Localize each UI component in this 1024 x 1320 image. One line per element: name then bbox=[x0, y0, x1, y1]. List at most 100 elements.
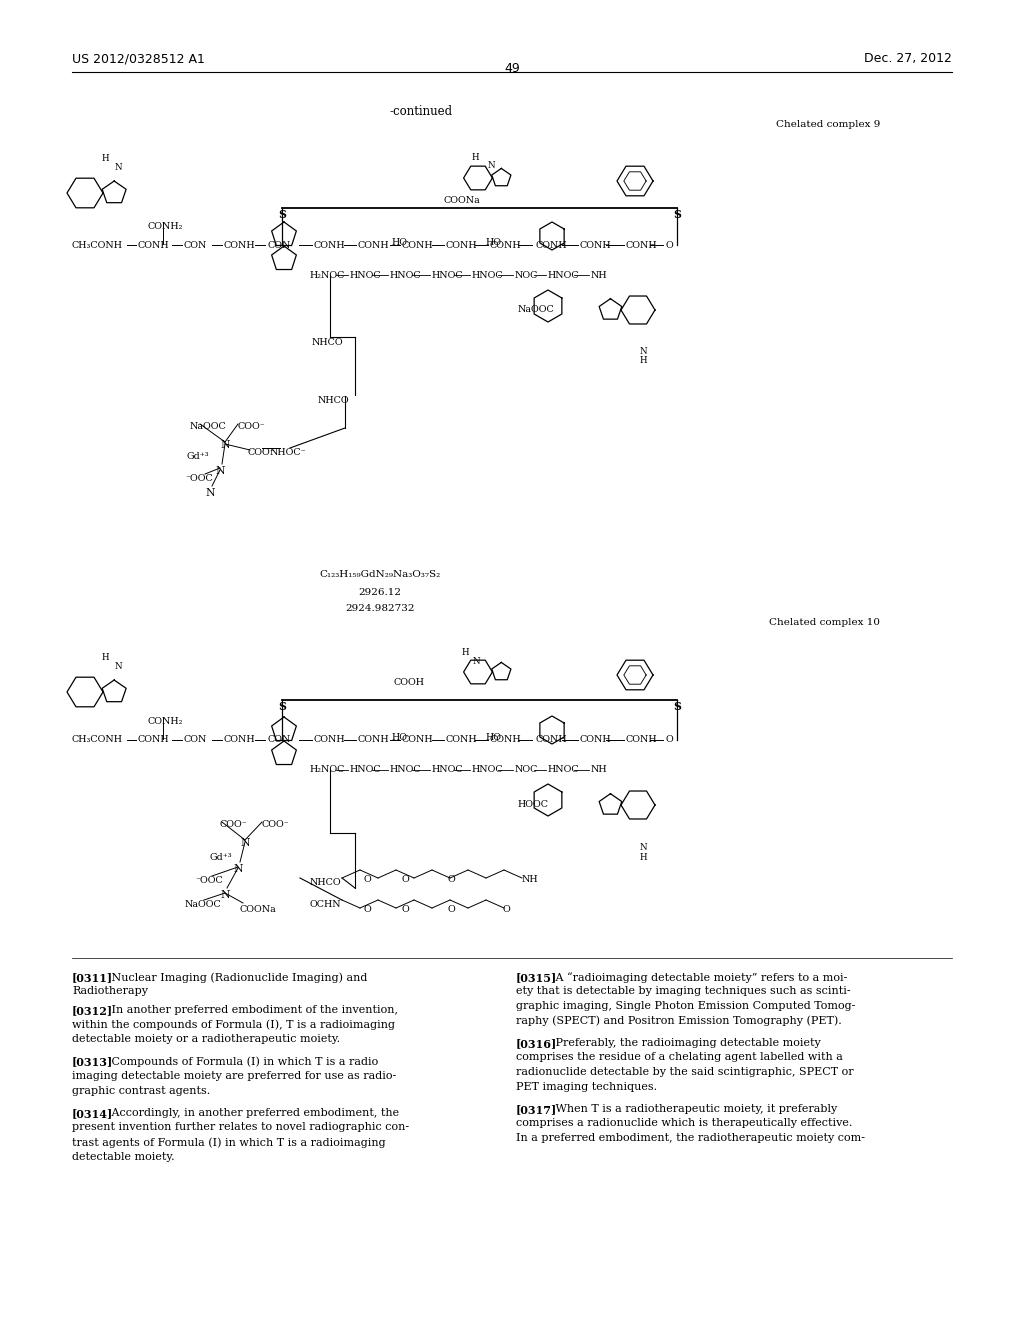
Text: NHOC⁻: NHOC⁻ bbox=[270, 447, 306, 457]
Text: Compounds of Formula (I) in which T is a radio: Compounds of Formula (I) in which T is a… bbox=[100, 1056, 378, 1067]
Text: -continued: -continued bbox=[390, 106, 454, 117]
Text: HO: HO bbox=[486, 733, 502, 742]
Text: COO⁻: COO⁻ bbox=[220, 820, 248, 829]
Text: imaging detectable moiety are preferred for use as radio-: imaging detectable moiety are preferred … bbox=[72, 1071, 396, 1081]
Text: [0314]: [0314] bbox=[72, 1107, 114, 1119]
Text: COO⁻: COO⁻ bbox=[238, 422, 266, 432]
Text: N: N bbox=[639, 347, 647, 356]
Text: O: O bbox=[502, 906, 510, 913]
Text: S: S bbox=[673, 701, 681, 711]
Text: 49: 49 bbox=[504, 62, 520, 75]
Text: O: O bbox=[364, 875, 371, 884]
Text: N: N bbox=[220, 440, 229, 450]
Text: CONH₂: CONH₂ bbox=[148, 222, 183, 231]
Text: Dec. 27, 2012: Dec. 27, 2012 bbox=[864, 51, 952, 65]
Text: N: N bbox=[220, 890, 229, 900]
Text: NaOOC: NaOOC bbox=[518, 305, 555, 314]
Text: CONH: CONH bbox=[402, 735, 433, 744]
Text: In another preferred embodiment of the invention,: In another preferred embodiment of the i… bbox=[100, 1005, 397, 1015]
Text: HNOC: HNOC bbox=[548, 766, 580, 775]
Text: O: O bbox=[364, 906, 371, 913]
Text: COOH: COOH bbox=[394, 678, 425, 686]
Text: NaOOC: NaOOC bbox=[185, 900, 222, 909]
Text: HNOC: HNOC bbox=[390, 766, 422, 775]
Text: COO⁻: COO⁻ bbox=[248, 447, 275, 457]
Text: S: S bbox=[279, 701, 286, 711]
Text: CONH: CONH bbox=[626, 240, 657, 249]
Text: radionuclide detectable by the said scintigraphic, SPECT or: radionuclide detectable by the said scin… bbox=[516, 1067, 854, 1077]
Text: CONH₂: CONH₂ bbox=[148, 717, 183, 726]
Text: N: N bbox=[241, 838, 250, 847]
Text: N: N bbox=[639, 843, 647, 851]
Text: HNOC: HNOC bbox=[432, 271, 464, 280]
Text: Preferably, the radioimaging detectable moiety: Preferably, the radioimaging detectable … bbox=[545, 1038, 820, 1048]
Text: CONH: CONH bbox=[224, 735, 256, 744]
Text: N: N bbox=[473, 657, 480, 667]
Text: COONa: COONa bbox=[240, 906, 276, 913]
Text: within the compounds of Formula (I), T is a radioimaging: within the compounds of Formula (I), T i… bbox=[72, 1019, 395, 1030]
Text: [0315]: [0315] bbox=[516, 972, 557, 983]
Text: present invention further relates to novel radiographic con-: present invention further relates to nov… bbox=[72, 1122, 410, 1133]
Text: O: O bbox=[401, 906, 409, 913]
Text: CONH: CONH bbox=[358, 240, 389, 249]
Text: H: H bbox=[639, 356, 647, 366]
Text: CON: CON bbox=[268, 240, 292, 249]
Text: Accordingly, in another preferred embodiment, the: Accordingly, in another preferred embodi… bbox=[100, 1107, 399, 1118]
Text: N: N bbox=[215, 466, 224, 477]
Text: NOC: NOC bbox=[515, 766, 539, 775]
Text: Chelated complex 9: Chelated complex 9 bbox=[775, 120, 880, 129]
Text: HNOC: HNOC bbox=[548, 271, 580, 280]
Text: CONH: CONH bbox=[490, 240, 521, 249]
Text: CONH: CONH bbox=[402, 240, 433, 249]
Text: N: N bbox=[115, 663, 123, 671]
Text: US 2012/0328512 A1: US 2012/0328512 A1 bbox=[72, 51, 205, 65]
Text: CONH: CONH bbox=[138, 240, 170, 249]
Text: CONH: CONH bbox=[535, 735, 566, 744]
Text: raphy (SPECT) and Positron Emission Tomography (PET).: raphy (SPECT) and Positron Emission Tomo… bbox=[516, 1015, 842, 1026]
Text: When T is a radiotherapeutic moiety, it preferably: When T is a radiotherapeutic moiety, it … bbox=[545, 1104, 837, 1114]
Text: HNOC: HNOC bbox=[390, 271, 422, 280]
Text: Nuclear Imaging (Radionuclide Imaging) and: Nuclear Imaging (Radionuclide Imaging) a… bbox=[100, 972, 368, 982]
Text: S: S bbox=[279, 209, 286, 220]
Text: H: H bbox=[101, 653, 109, 663]
Text: HNOC: HNOC bbox=[472, 271, 504, 280]
Text: Gd⁺³: Gd⁺³ bbox=[186, 451, 209, 461]
Text: comprises a radionuclide which is therapeutically effective.: comprises a radionuclide which is therap… bbox=[516, 1118, 852, 1129]
Text: CONH: CONH bbox=[446, 240, 477, 249]
Text: N: N bbox=[233, 865, 243, 874]
Text: detectable moiety.: detectable moiety. bbox=[72, 1151, 175, 1162]
Text: O: O bbox=[401, 875, 409, 884]
Text: N: N bbox=[115, 162, 123, 172]
Text: CON: CON bbox=[184, 735, 208, 744]
Text: [0317]: [0317] bbox=[516, 1104, 557, 1115]
Text: [0313]: [0313] bbox=[72, 1056, 114, 1068]
Text: CONH: CONH bbox=[314, 240, 346, 249]
Text: CH₃CONH: CH₃CONH bbox=[72, 240, 123, 249]
Text: CONH: CONH bbox=[535, 240, 566, 249]
Text: HNOC: HNOC bbox=[432, 766, 464, 775]
Text: [0316]: [0316] bbox=[516, 1038, 557, 1049]
Text: H: H bbox=[471, 153, 479, 162]
Text: CON: CON bbox=[268, 735, 292, 744]
Text: PET imaging techniques.: PET imaging techniques. bbox=[516, 1081, 657, 1092]
Text: H: H bbox=[461, 648, 469, 657]
Text: CONH: CONH bbox=[490, 735, 521, 744]
Text: C₁₂₃H₁₅₉GdN₂₉Na₃O₃₇S₂: C₁₂₃H₁₅₉GdN₂₉Na₃O₃₇S₂ bbox=[319, 570, 440, 579]
Text: Ο: Ο bbox=[665, 240, 673, 249]
Text: A “radioimaging detectable moiety” refers to a moi-: A “radioimaging detectable moiety” refer… bbox=[545, 972, 847, 983]
Text: S: S bbox=[673, 209, 681, 220]
Text: HO: HO bbox=[391, 733, 407, 742]
Text: NOC: NOC bbox=[515, 271, 539, 280]
Text: NHCO: NHCO bbox=[310, 878, 342, 887]
Text: NH: NH bbox=[591, 766, 607, 775]
Text: ety that is detectable by imaging techniques such as scinti-: ety that is detectable by imaging techni… bbox=[516, 986, 851, 997]
Text: [0311]: [0311] bbox=[72, 972, 113, 983]
Text: NaOOC: NaOOC bbox=[190, 422, 226, 432]
Text: NH: NH bbox=[522, 875, 539, 884]
Text: comprises the residue of a chelating agent labelled with a: comprises the residue of a chelating age… bbox=[516, 1052, 843, 1063]
Text: Gd⁺³: Gd⁺³ bbox=[210, 853, 232, 862]
Text: H₂NOC: H₂NOC bbox=[310, 766, 345, 775]
Text: N: N bbox=[205, 488, 215, 498]
Text: CONH: CONH bbox=[580, 240, 611, 249]
Text: Chelated complex 10: Chelated complex 10 bbox=[769, 618, 880, 627]
